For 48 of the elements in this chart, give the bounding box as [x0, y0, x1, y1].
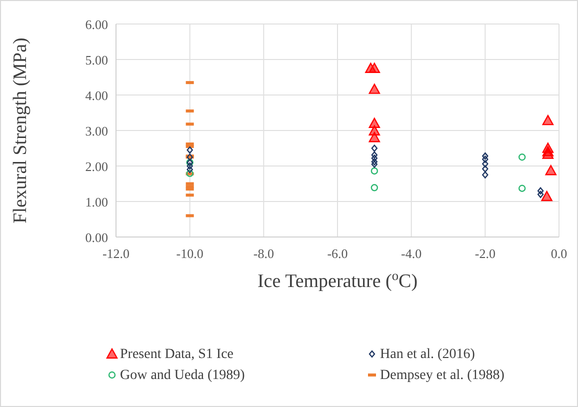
legend-label: Gow and Ueda (1989)	[120, 368, 246, 383]
legend-label: Han et al. (2016)	[380, 347, 476, 362]
x-tick-label: -6.0	[327, 246, 348, 261]
point	[368, 62, 380, 73]
x-tick-label: -8.0	[253, 246, 274, 261]
point	[368, 132, 380, 142]
point	[518, 154, 526, 161]
point	[371, 151, 378, 159]
point	[482, 156, 488, 163]
x-tick-label: -12.0	[102, 246, 130, 261]
point	[482, 165, 488, 172]
point	[482, 152, 488, 160]
point	[371, 160, 378, 168]
point	[368, 118, 380, 128]
x-tick-label: -10.0	[176, 246, 204, 261]
point	[371, 154, 378, 162]
x-tick-label: 0.0	[550, 246, 568, 261]
point	[482, 171, 488, 178]
point	[371, 158, 378, 166]
y-tick-label: 4.00	[85, 88, 108, 103]
point	[545, 165, 556, 176]
y-tick-label: 1.00	[85, 194, 108, 210]
point	[186, 170, 194, 178]
y-tick-label: 5.00	[85, 52, 108, 68]
legend-label: Dempsey et al. (1988)	[380, 368, 505, 383]
point	[186, 146, 193, 154]
x-tick-label: -4.0	[401, 246, 422, 261]
point	[186, 162, 193, 170]
y-tick-label: 2.00	[85, 159, 108, 174]
y-tick-label: 3.00	[85, 124, 108, 138]
point	[482, 160, 488, 168]
point	[542, 114, 554, 126]
point	[371, 144, 378, 152]
y-tick-label: 6.00	[85, 17, 108, 32]
point	[368, 84, 380, 94]
point	[370, 167, 378, 175]
point	[537, 190, 544, 198]
point	[370, 184, 378, 192]
point	[186, 166, 193, 174]
x-tick-label: -2.0	[474, 246, 496, 261]
legend-label: Present Data, S1 Ice	[120, 347, 234, 362]
y-axis-title: Flexural Strength (MPa)	[10, 38, 31, 224]
x-axis-title: Ice Temperature ($^{o}$C)	[257, 268, 418, 292]
y-tick-label: 0.00	[85, 230, 108, 245]
point	[537, 187, 544, 194]
point	[541, 190, 552, 202]
point	[518, 184, 526, 192]
point	[542, 148, 554, 159]
